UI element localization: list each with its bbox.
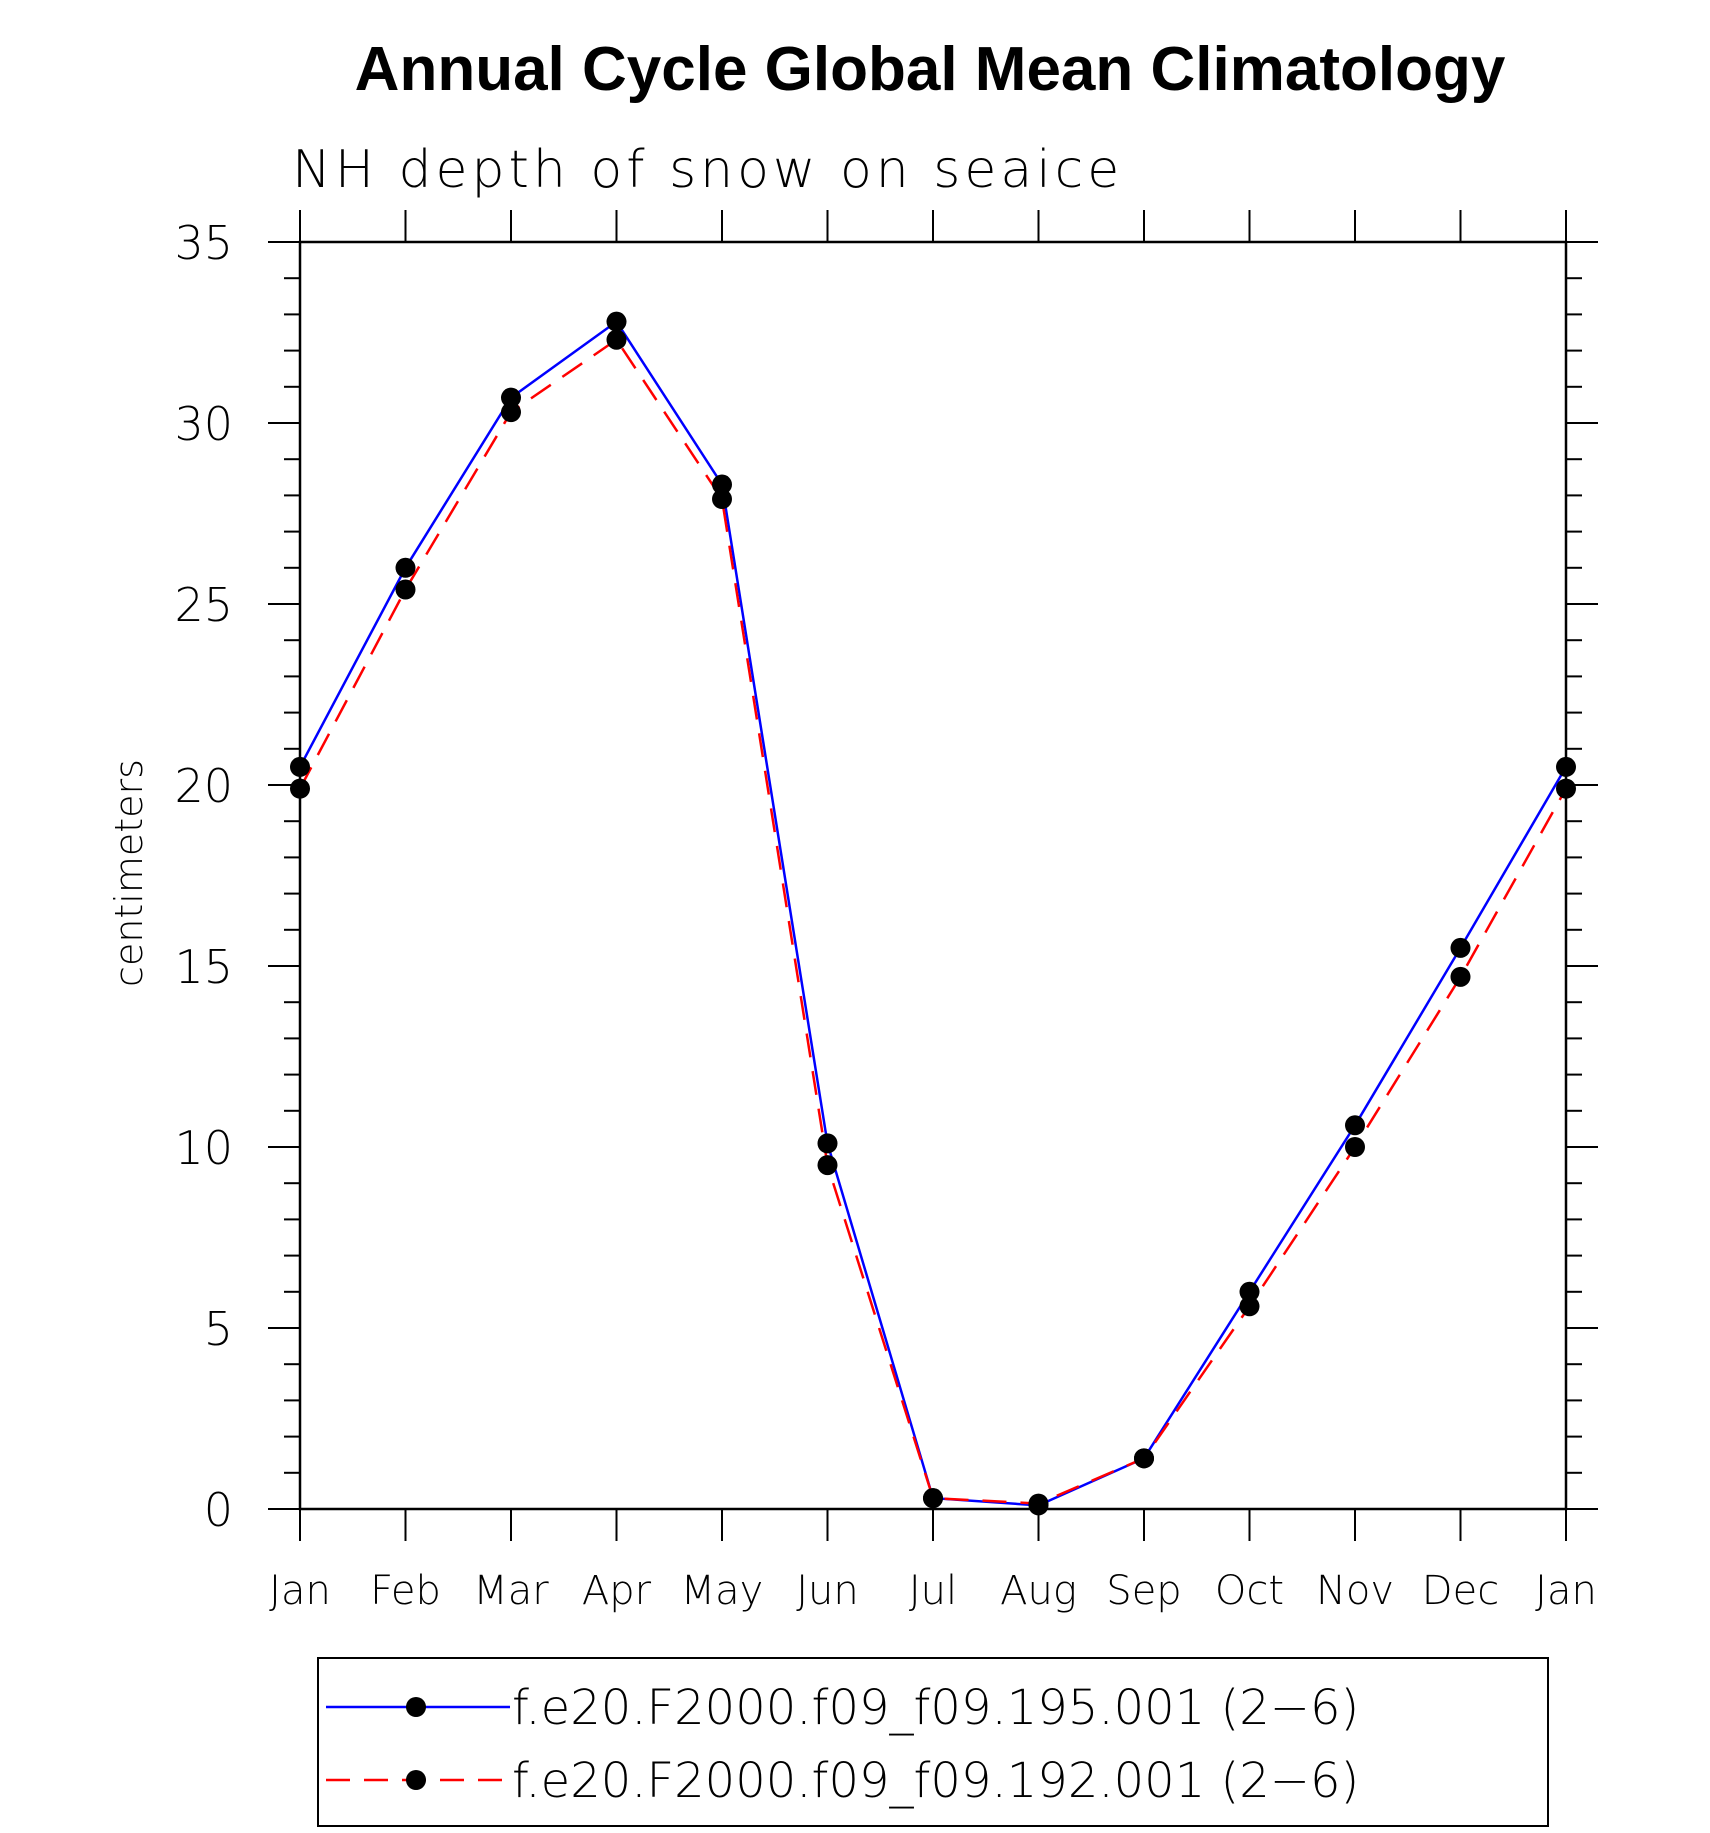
legend-box — [317, 1657, 1549, 1827]
y-ticks: 0 5 10 15 20 25 30 35 — [174, 216, 1598, 1537]
x-ticks: Jan Feb Mar Apr May Jun Jul Aug Sep Oct Nov Dec Jan — [269, 210, 1597, 1614]
y-tick-label: 20 — [174, 759, 233, 813]
legend-label-1: f.e20.F2000.f09_f09.195.001 (2−6) — [512, 1680, 1359, 1736]
series-2-point — [1028, 1493, 1049, 1514]
y-tick-label: 30 — [174, 397, 233, 451]
series-2-point — [1239, 1296, 1260, 1317]
chart-subtitle: NH depth of snow on seaice — [292, 140, 1123, 200]
series-1-point — [1556, 756, 1576, 777]
x-tick-label: Mar — [473, 1568, 549, 1614]
series-2-point — [501, 402, 521, 423]
series-2-point — [1556, 778, 1576, 799]
series-1-point — [712, 474, 732, 495]
series-line-2 — [298, 337, 1568, 1505]
y-tick-label: 35 — [174, 216, 233, 270]
x-tick-label: Nov — [1316, 1568, 1394, 1614]
x-tick-label: Sep — [1106, 1568, 1181, 1614]
series-1-point — [1450, 937, 1471, 958]
legend: f.e20.F2000.f09_f09.195.001 (2−6) f.e20.F… — [317, 1657, 1549, 1827]
legend-entries: f.e20.F2000.f09_f09.195.001 (2−6) f.e20.F… — [326, 1680, 1359, 1809]
series-1-point — [501, 387, 521, 408]
series-2-point — [1345, 1137, 1365, 1157]
y-tick-label: 0 — [204, 1483, 233, 1537]
series-1-point — [1239, 1281, 1260, 1302]
series-1-point — [395, 557, 416, 578]
y-tick-label: 15 — [174, 940, 233, 994]
x-tick-label: Apr — [582, 1568, 652, 1614]
series-2-point — [606, 329, 627, 350]
x-tick-label: Jan — [1535, 1568, 1597, 1614]
series-layer — [290, 311, 1576, 1516]
series-1-point — [1345, 1115, 1365, 1136]
series-2-point — [290, 778, 310, 799]
series-2-point — [1134, 1448, 1154, 1469]
legend-marker-2 — [406, 1770, 426, 1790]
x-tick-label: Aug — [1000, 1568, 1077, 1614]
x-tick-label: May — [681, 1568, 764, 1614]
series-2-point — [817, 1155, 838, 1176]
legend-label-2: f.e20.F2000.f09_f09.192.001 (2−6) — [512, 1753, 1359, 1809]
series-2-point — [395, 579, 416, 600]
chart-title: Annual Cycle Global Mean Climatology — [355, 35, 1506, 104]
y-axis-label: centimeters — [107, 759, 151, 987]
series-1-point — [290, 756, 310, 777]
series-2-point — [923, 1488, 943, 1509]
series-2-point — [1450, 966, 1471, 987]
x-tick-label: Oct — [1215, 1568, 1284, 1614]
x-tick-label: Feb — [370, 1568, 441, 1614]
x-tick-label: Jan — [269, 1568, 331, 1614]
series-1-point — [606, 311, 627, 332]
legend-marker-1 — [406, 1697, 426, 1717]
x-tick-label: Jul — [909, 1568, 957, 1614]
series-2-point — [712, 489, 732, 510]
x-tick-label: Jun — [796, 1568, 859, 1614]
y-tick-label: 10 — [174, 1121, 233, 1175]
y-tick-label: 25 — [174, 578, 233, 632]
y-tick-label: 5 — [204, 1302, 233, 1356]
series-1-point — [817, 1133, 838, 1154]
series-line-1 — [298, 319, 1568, 1507]
x-tick-label: Dec — [1422, 1568, 1499, 1614]
